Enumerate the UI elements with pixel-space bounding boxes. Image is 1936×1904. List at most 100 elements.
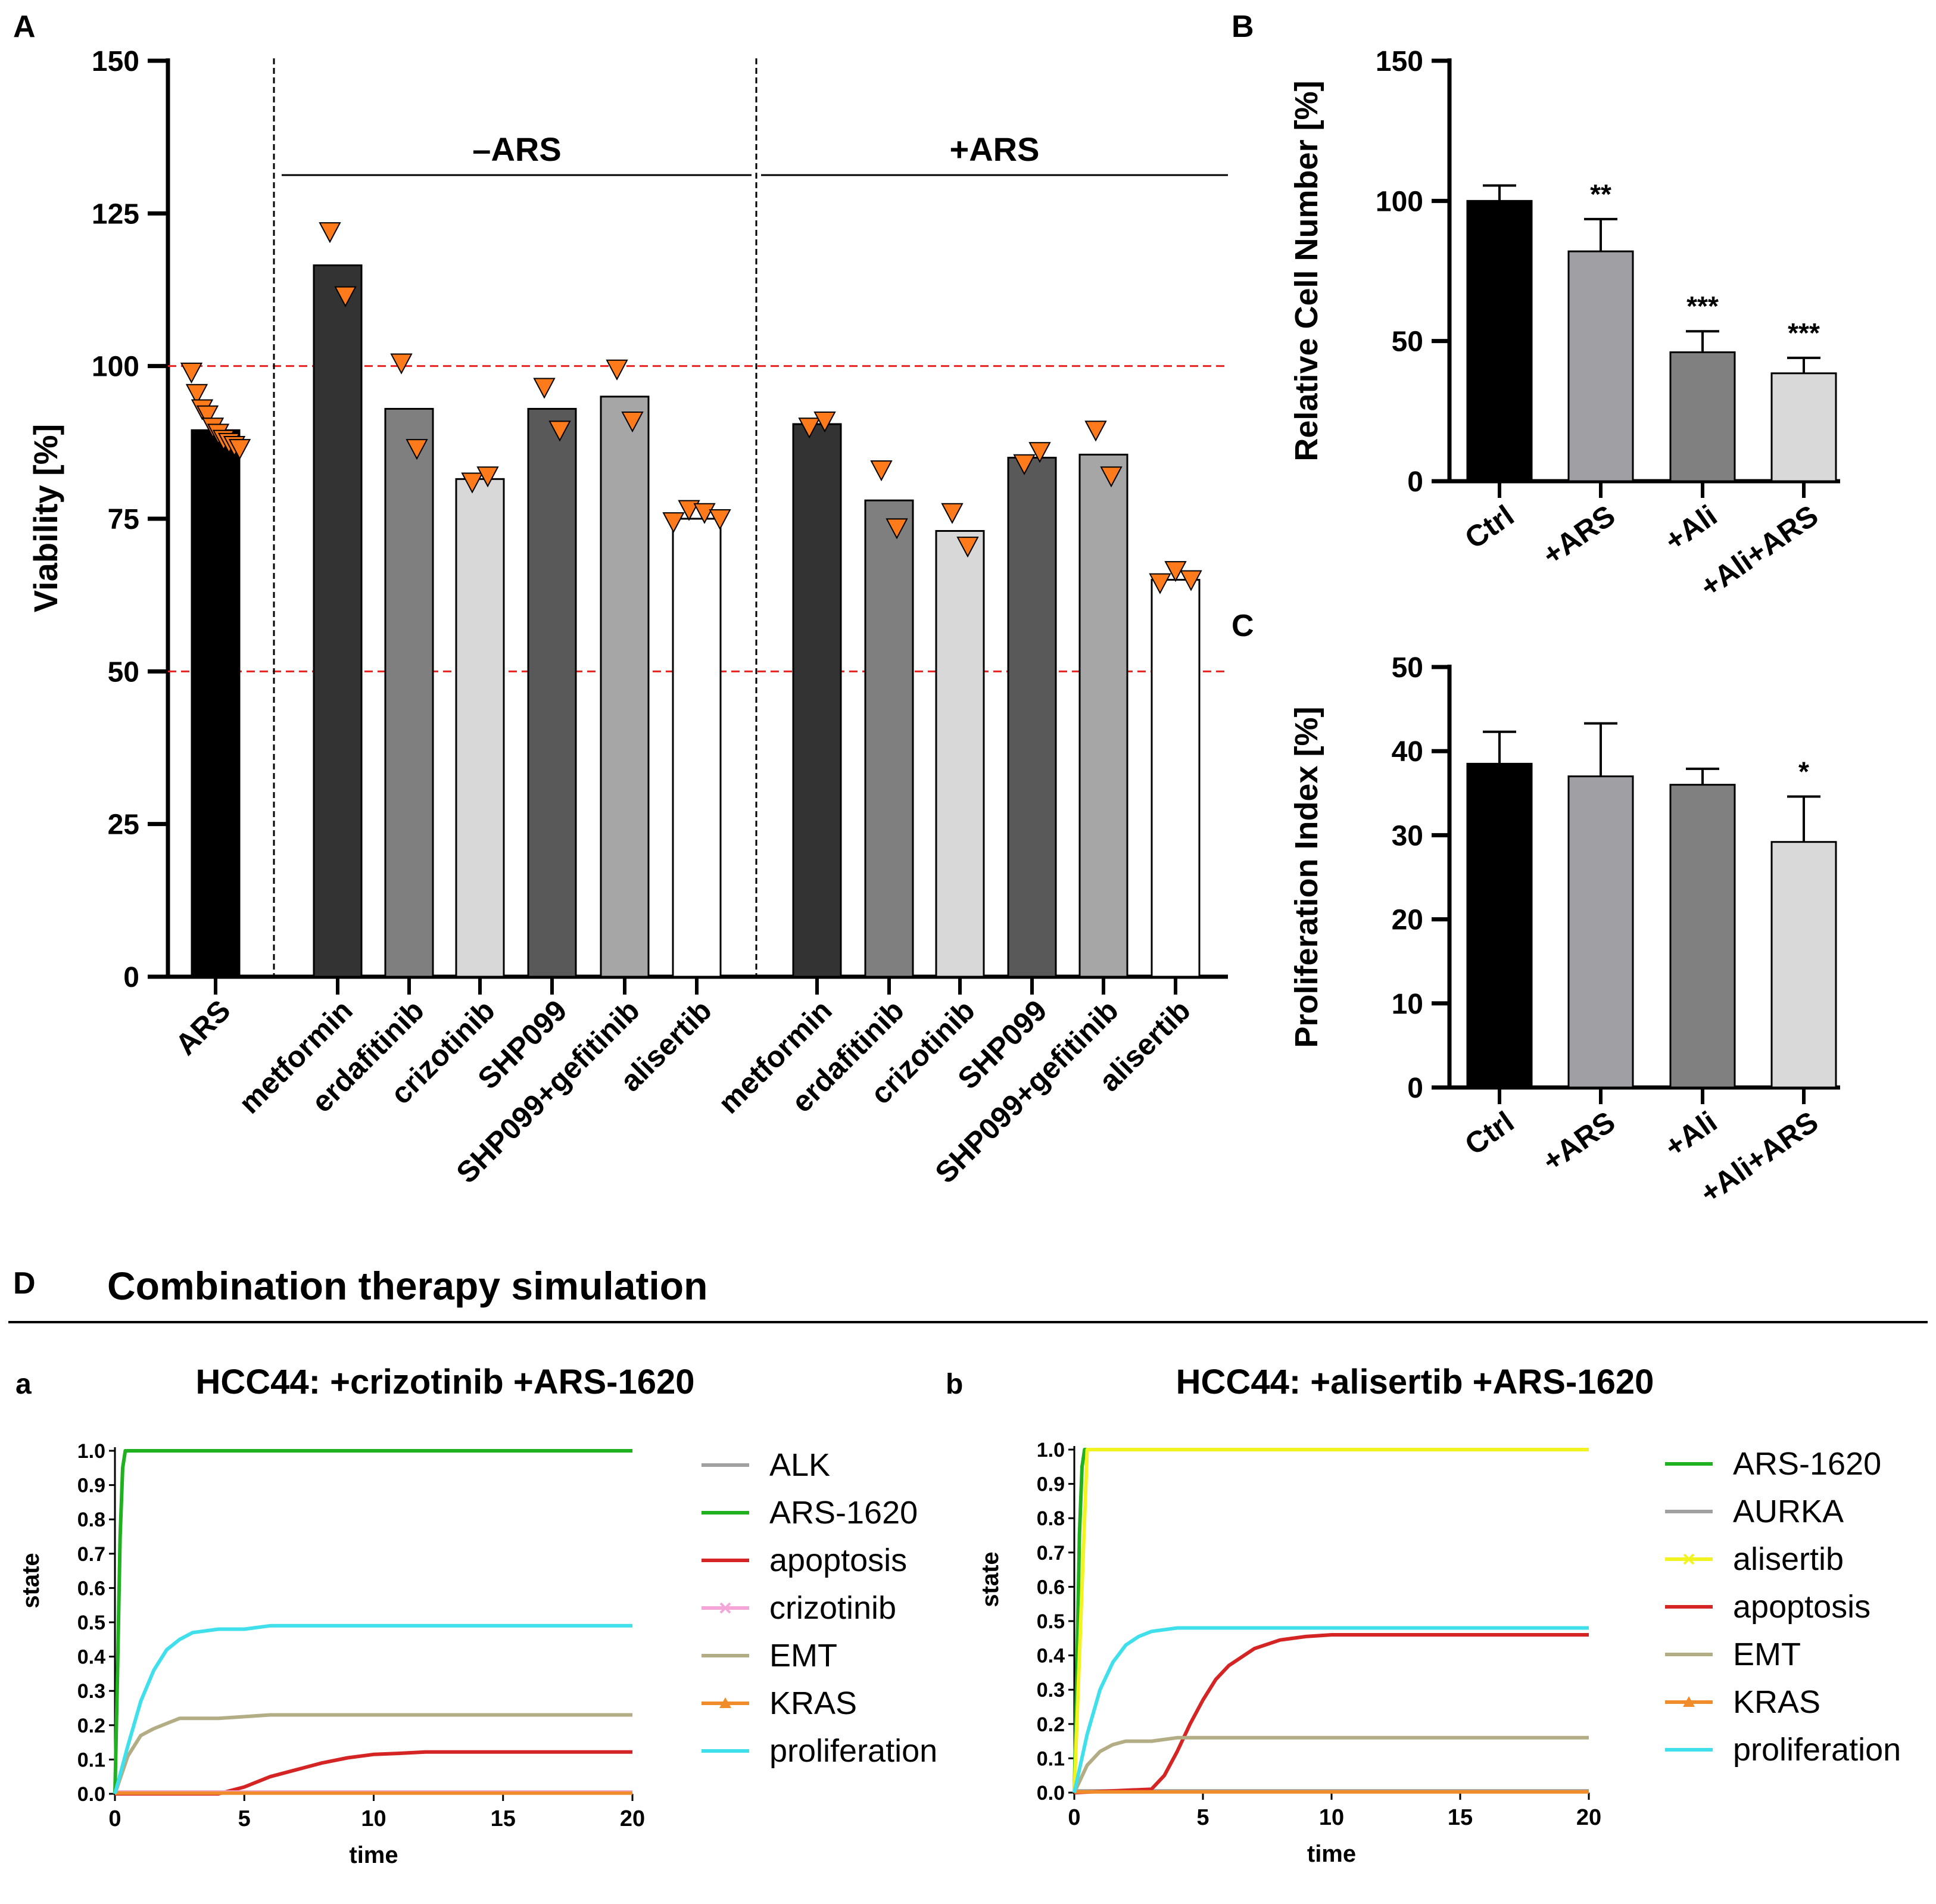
- c-bar: [1669, 784, 1736, 1089]
- a-data-point: [406, 439, 428, 460]
- c-y-tick-label: 20: [1392, 905, 1423, 936]
- la-series-line: [113, 1713, 632, 1794]
- a-y-tick-label: 75: [108, 504, 139, 535]
- c-bar: [1770, 841, 1837, 1089]
- b-x-tick-label: +ARS: [1536, 498, 1622, 572]
- a-bar: [600, 395, 650, 978]
- la-y-tick-label: 1.0: [77, 1440, 105, 1463]
- la-y-tick-label: 0.1: [77, 1749, 105, 1771]
- la-y-tick-label: 0.2: [77, 1715, 105, 1737]
- la-x-axis-label: time: [349, 1842, 398, 1868]
- b-y-tick-label: 50: [1392, 326, 1423, 358]
- a-bar: [1151, 579, 1201, 978]
- lb-series-line: [1073, 1735, 1589, 1794]
- a-bar: [191, 429, 241, 978]
- b-x-tick-label: +Ali: [1658, 498, 1723, 557]
- la-y-tick-label: 0.4: [77, 1646, 105, 1669]
- a-data-point: [1149, 573, 1171, 594]
- a-data-point: [1028, 442, 1051, 463]
- chart-A-viability: 0 25 50 75 100 125 150 Viability [%] –ARS +ARS ARS…: [27, 46, 1228, 1190]
- panel-letter-C: C: [1232, 609, 1254, 643]
- c-y-tick-label: 0: [1407, 1073, 1423, 1104]
- a-y-tick-label: 100: [92, 351, 139, 383]
- c-y-axis-label: Proliferation Index [%]: [1289, 706, 1324, 1048]
- panel-letter-D: D: [13, 1266, 36, 1301]
- a-bar: [527, 407, 577, 978]
- lb-legend-label: EMT: [1733, 1637, 1801, 1672]
- a-data-point: [693, 503, 716, 524]
- c-y-tick-label: 30: [1392, 820, 1423, 852]
- a-x-tick-label: ARS: [169, 993, 237, 1061]
- lb-x-tick-label: 15: [1448, 1805, 1473, 1830]
- a-data-point: [319, 222, 341, 244]
- a-data-point: [813, 411, 836, 433]
- c-y-tick-label: 10: [1392, 989, 1423, 1020]
- b-y-tick-label: 150: [1376, 46, 1423, 77]
- chart-a-crizotinib-simulation: HCC44: +crizotinib +ARS-1620 0.0 0.1 0.2 0.3…: [18, 1363, 937, 1868]
- lb-x-axis-label: time: [1307, 1841, 1356, 1867]
- a-data-point: [870, 460, 893, 482]
- a-bar: [792, 423, 842, 978]
- c-bar: [1567, 775, 1634, 1089]
- lb-y-tick-label: 0.9: [1037, 1473, 1065, 1496]
- lb-y-axis-label: state: [977, 1551, 1003, 1607]
- a-data-point: [956, 537, 979, 558]
- lb-y-tick-label: 0.8: [1037, 1507, 1065, 1530]
- la-x-tick-label: 15: [491, 1806, 516, 1831]
- panel-letter-B: B: [1232, 10, 1254, 44]
- a-y-tick-label: 125: [92, 198, 139, 230]
- a-data-point: [196, 405, 219, 426]
- a-data-point: [798, 417, 821, 439]
- la-legend-marker: [719, 1602, 731, 1614]
- la-y-axis-label: state: [18, 1553, 44, 1608]
- lb-legend-label: alisertib: [1733, 1541, 1844, 1577]
- b-significance: **: [1590, 179, 1611, 210]
- a-data-point: [476, 466, 499, 488]
- c-x-tick-label: +Ali: [1658, 1105, 1723, 1164]
- la-x-tick-label: 5: [238, 1806, 251, 1831]
- a-data-point: [228, 439, 251, 460]
- a-bar: [1007, 456, 1057, 978]
- lb-legend-label: AURKA: [1733, 1494, 1844, 1529]
- lb-series-line: [1073, 1626, 1589, 1793]
- b-bar: [1669, 351, 1736, 482]
- la-y-tick-label: 0.0: [77, 1783, 105, 1806]
- la-y-tick-label: 0.9: [77, 1475, 105, 1497]
- a-data-point: [621, 411, 644, 433]
- a-bar: [935, 530, 985, 978]
- panel-letter-A: A: [13, 10, 36, 44]
- lb-series-line: [1073, 1448, 1589, 1793]
- la-legend-label: EMT: [769, 1638, 837, 1674]
- a-data-point: [606, 359, 628, 381]
- lb-series-line: [1074, 1633, 1589, 1794]
- b-bar: [1770, 372, 1837, 482]
- a-data-point: [185, 384, 208, 405]
- panel-letter-a: a: [15, 1369, 32, 1400]
- lb-y-tick-label: 0.2: [1037, 1713, 1065, 1736]
- la-legend-label: proliferation: [769, 1733, 937, 1769]
- b-y-axis-label: Relative Cell Number [%]: [1289, 80, 1324, 461]
- c-x-tick-label: Ctrl: [1459, 1105, 1520, 1161]
- a-bar: [313, 264, 363, 978]
- la-legend-label: KRAS: [769, 1685, 857, 1721]
- a-data-point: [1100, 466, 1123, 488]
- a-data-point: [390, 353, 413, 375]
- a-y-tick-label: 50: [108, 656, 139, 688]
- a-data-point: [1180, 570, 1202, 591]
- chart-b-alisertib-simulation: HCC44: +alisertib +ARS-1620 0.0 0.1 0.2 0.3 0…: [977, 1363, 1901, 1867]
- b-y-tick-label: 0: [1407, 466, 1423, 498]
- c-y-tick-label: 40: [1392, 736, 1423, 768]
- la-y-tick-label: 0.7: [77, 1543, 105, 1566]
- lb-x-tick-label: 5: [1196, 1805, 1209, 1830]
- lb-y-tick-label: 0.6: [1037, 1576, 1065, 1598]
- a-y-tick-label: 150: [92, 46, 139, 77]
- lb-y-tick-label: 0.7: [1037, 1542, 1065, 1565]
- b-significance: ***: [1788, 317, 1820, 348]
- a-data-point: [941, 503, 964, 524]
- la-legend-label: ALK: [769, 1447, 830, 1483]
- lb-x-tick-label: 10: [1319, 1805, 1344, 1830]
- section-title: Combination therapy simulation: [107, 1264, 707, 1308]
- lb-x-tick-label: 0: [1068, 1805, 1080, 1830]
- la-y-tick-label: 0.5: [77, 1612, 105, 1634]
